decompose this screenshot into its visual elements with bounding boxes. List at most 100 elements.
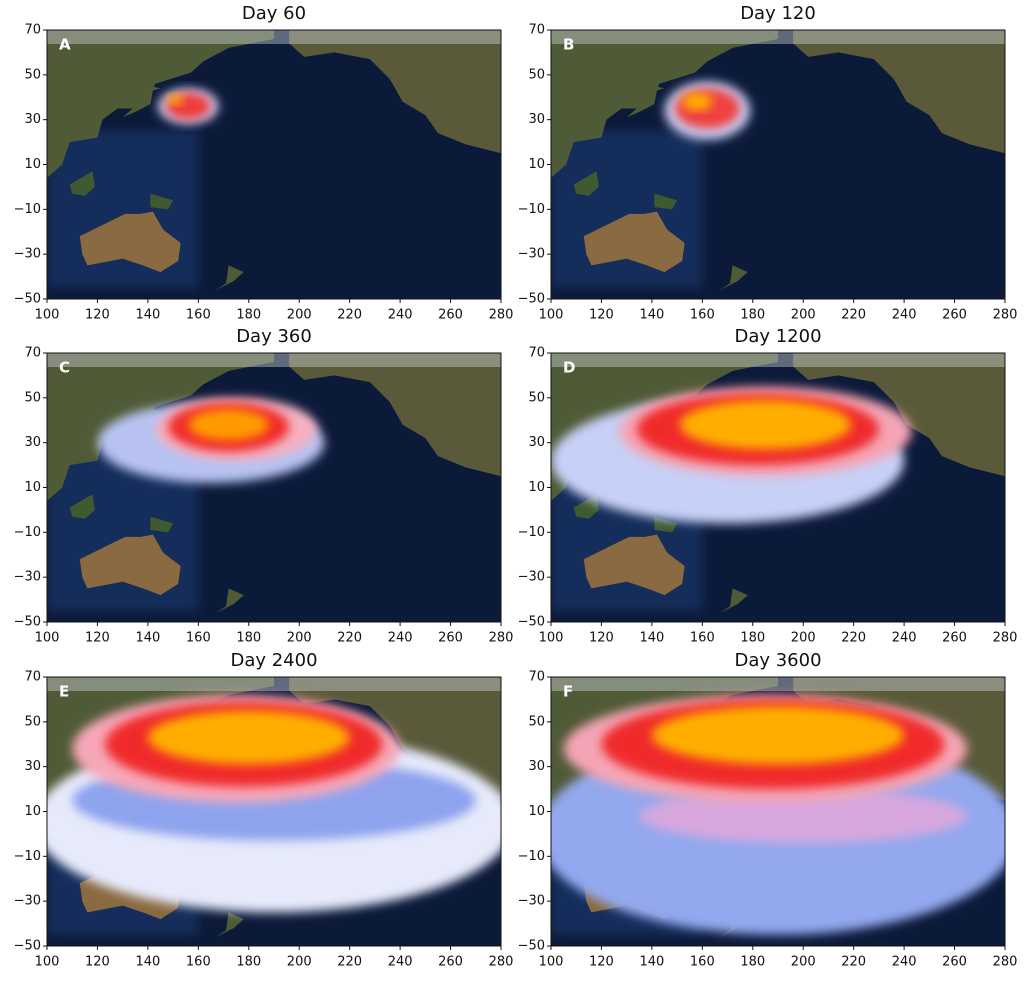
y-tick-label: −50 <box>14 615 41 630</box>
x-tick-label: 180 <box>740 955 765 970</box>
land <box>289 30 501 154</box>
x-tick-label: 180 <box>236 631 261 646</box>
x-tick-label: 200 <box>287 631 312 646</box>
land <box>47 353 274 501</box>
x-tick-label: 100 <box>539 631 564 646</box>
snow <box>551 677 1005 691</box>
y-tick-label: −50 <box>518 615 545 630</box>
x-tick-label: 160 <box>690 955 715 970</box>
x-tick-label: 200 <box>287 308 312 323</box>
y-tick-label: 30 <box>528 112 545 127</box>
y-tick-label: 30 <box>24 112 41 127</box>
y-tick-label: −30 <box>14 570 41 585</box>
y-tick-label: 10 <box>24 157 41 172</box>
y-tick-label: 70 <box>24 23 41 38</box>
map-area <box>551 353 1005 622</box>
panel-title: Day 1200 <box>734 326 821 347</box>
snow <box>47 353 501 367</box>
x-tick-label: 100 <box>539 308 564 323</box>
y-tick-label: 70 <box>24 670 41 685</box>
x-tick-label: 240 <box>388 308 413 323</box>
panel-title: Day 60 <box>242 3 306 24</box>
land <box>215 265 244 291</box>
map-panel: Day 60 A 100 120 140 160 180 200 220 240 260 280 −50… <box>14 3 514 323</box>
y-tick-label: 10 <box>528 157 545 172</box>
x-tick-label: 140 <box>639 308 664 323</box>
panel-label: D <box>563 359 575 377</box>
plume <box>639 789 968 843</box>
land <box>551 30 778 178</box>
x-tick-label: 240 <box>388 631 413 646</box>
land <box>583 211 685 273</box>
y-tick-label: −10 <box>518 202 545 217</box>
map-area <box>47 353 501 622</box>
map-area <box>551 30 1005 299</box>
land <box>215 588 244 614</box>
panel-title: Day 2400 <box>230 650 317 671</box>
land <box>793 353 1005 477</box>
land <box>150 516 174 533</box>
y-tick-label: −30 <box>518 570 545 585</box>
y-tick-label: 50 <box>528 67 545 82</box>
y-tick-label: −50 <box>14 939 41 954</box>
x-tick-label: 180 <box>740 631 765 646</box>
x-tick-label: 100 <box>35 955 60 970</box>
map-panel: Day 3600 F 100 120 140 160 180 200 220 240 260 280 −… <box>518 650 1018 970</box>
y-tick-label: 70 <box>528 670 545 685</box>
shelf <box>551 130 703 288</box>
y-tick-label: −30 <box>518 247 545 262</box>
map-area <box>47 30 501 299</box>
x-tick-label: 120 <box>85 631 110 646</box>
land <box>69 171 95 196</box>
plume <box>682 92 713 111</box>
x-tick-label: 240 <box>892 631 917 646</box>
panel-title: Day 120 <box>740 3 816 24</box>
y-tick-label: 30 <box>528 759 545 774</box>
panel-title: Day 3600 <box>734 650 821 671</box>
plume <box>679 400 852 450</box>
y-tick-label: −10 <box>518 849 545 864</box>
x-tick-label: 200 <box>791 955 816 970</box>
land <box>654 193 678 210</box>
panel-label: B <box>563 36 574 54</box>
y-tick-label: 10 <box>528 480 545 495</box>
x-tick-label: 200 <box>287 955 312 970</box>
x-tick-label: 260 <box>438 955 463 970</box>
y-tick-label: 70 <box>528 346 545 361</box>
y-tick-label: 50 <box>528 390 545 405</box>
x-tick-label: 120 <box>85 308 110 323</box>
land <box>573 171 599 196</box>
land <box>719 265 748 291</box>
y-tick-label: 10 <box>24 804 41 819</box>
x-tick-label: 280 <box>489 631 514 646</box>
x-tick-label: 120 <box>589 631 614 646</box>
x-tick-label: 280 <box>489 308 514 323</box>
land <box>122 86 161 118</box>
x-tick-label: 220 <box>841 955 866 970</box>
y-tick-label: 50 <box>528 714 545 729</box>
x-tick-label: 220 <box>337 308 362 323</box>
land <box>289 353 501 477</box>
land <box>79 211 181 273</box>
y-tick-label: 30 <box>24 759 41 774</box>
x-tick-label: 180 <box>740 308 765 323</box>
x-tick-label: 200 <box>791 308 816 323</box>
y-tick-label: −50 <box>518 292 545 307</box>
panel-label: F <box>563 683 573 701</box>
x-tick-label: 100 <box>35 308 60 323</box>
y-tick-label: 30 <box>24 435 41 450</box>
y-tick-label: 50 <box>24 390 41 405</box>
x-tick-label: 240 <box>892 955 917 970</box>
x-tick-label: 120 <box>85 955 110 970</box>
x-tick-label: 160 <box>690 631 715 646</box>
y-tick-label: −30 <box>14 247 41 262</box>
x-tick-label: 240 <box>892 308 917 323</box>
y-tick-label: 50 <box>24 714 41 729</box>
x-tick-label: 100 <box>35 631 60 646</box>
x-tick-label: 220 <box>337 955 362 970</box>
land <box>69 494 95 519</box>
y-tick-label: −10 <box>14 849 41 864</box>
y-tick-label: 70 <box>528 23 545 38</box>
x-tick-label: 140 <box>639 955 664 970</box>
